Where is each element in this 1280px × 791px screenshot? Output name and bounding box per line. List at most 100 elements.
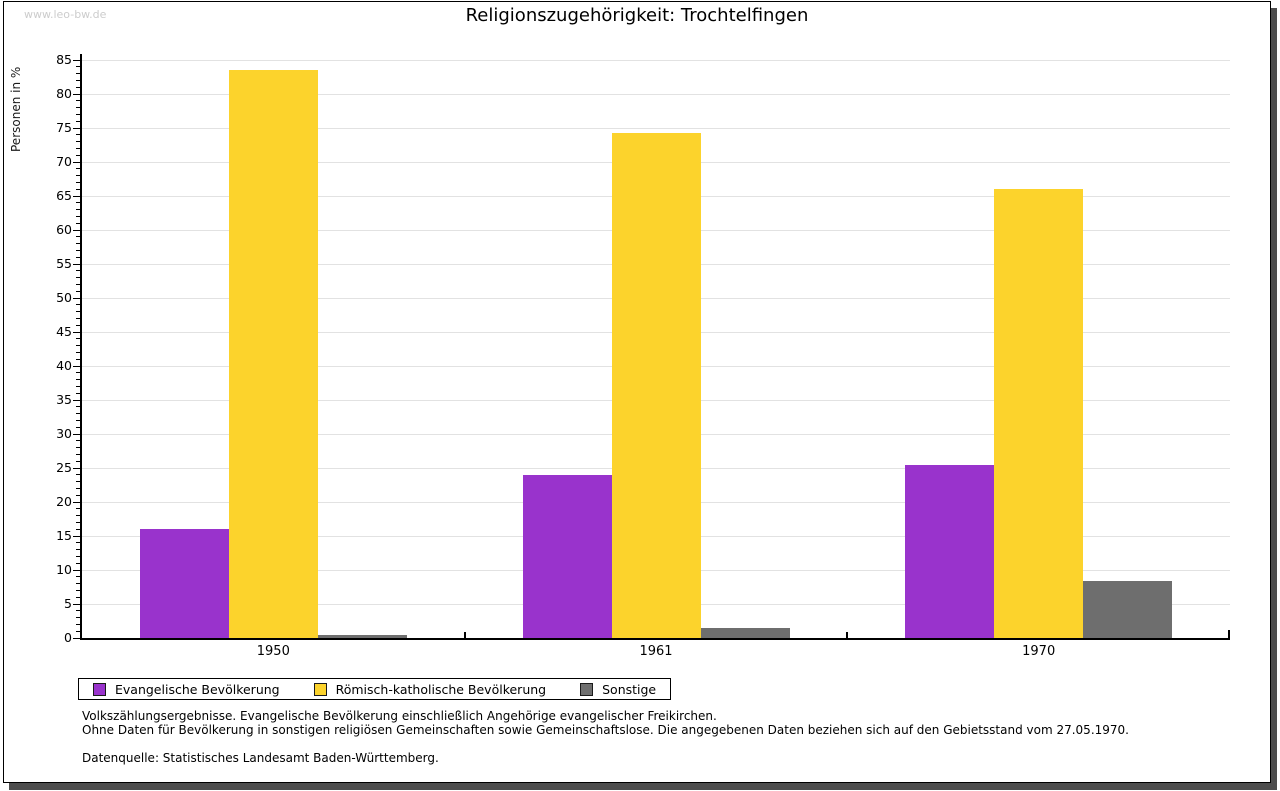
y-minor-tick (76, 426, 80, 428)
y-minor-tick (76, 100, 80, 102)
y-tick-label: 30 (56, 426, 72, 441)
legend-color-swatch (93, 682, 106, 696)
gridline (82, 127, 1230, 129)
y-minor-tick (76, 515, 80, 517)
plot-area: 0 5 10 15 20 25 30 35 40 45 50 55 60 65 70 75 80 85 1950 19… (4, 2, 1270, 782)
x-group-tick (846, 632, 849, 638)
x-tick-label: 1950 (256, 644, 290, 659)
y-minor-tick (76, 589, 80, 591)
y-minor-tick (76, 630, 80, 632)
legend-color-swatch (313, 682, 327, 696)
x-axis-end-tick (1228, 630, 1230, 638)
y-minor-tick (76, 460, 80, 462)
y-minor-tick (76, 283, 80, 285)
y-minor-tick (76, 481, 80, 483)
y-tick-label: 60 (56, 222, 72, 237)
y-major-tick (73, 535, 80, 537)
y-major-tick (73, 93, 80, 95)
y-minor-tick (76, 317, 80, 319)
y-minor-tick (76, 542, 80, 544)
y-minor-tick (76, 175, 80, 177)
legend-item: Evangelische Bevölkerung (93, 682, 280, 697)
y-minor-tick (76, 113, 80, 115)
y-minor-tick (76, 181, 80, 183)
y-minor-tick (76, 549, 80, 551)
y-tick-label: 10 (56, 562, 72, 577)
y-minor-tick (76, 256, 80, 258)
y-minor-tick (76, 345, 80, 347)
y-minor-tick (76, 617, 80, 619)
bar (1083, 580, 1173, 638)
y-major-tick (73, 195, 80, 197)
data-source: Datenquelle: Statistisches Landesamt Bad… (82, 751, 439, 765)
watermark: www.leo-bw.de (24, 8, 107, 21)
bar (522, 474, 612, 638)
y-minor-tick (76, 236, 80, 238)
y-major-tick (73, 365, 80, 367)
y-major-tick (73, 501, 80, 503)
legend-label: Römisch-katholische Bevölkerung (335, 681, 547, 697)
bar (905, 464, 995, 638)
y-tick-label: 70 (56, 154, 72, 169)
y-major-tick (73, 399, 80, 401)
y-minor-tick (76, 406, 80, 408)
y-tick-label: 15 (56, 528, 72, 543)
y-minor-tick (76, 474, 80, 476)
y-minor-tick (76, 576, 80, 578)
x-tick-label: 1970 (1022, 644, 1056, 659)
y-minor-tick (76, 222, 80, 224)
y-tick-label: 45 (56, 324, 72, 339)
y-minor-tick (76, 419, 80, 421)
y-tick-label: 85 (56, 52, 72, 67)
y-minor-tick (76, 215, 80, 217)
y-minor-tick (76, 277, 80, 279)
y-minor-tick (76, 107, 80, 109)
y-tick-label: 5 (64, 596, 72, 611)
y-minor-tick (76, 243, 80, 245)
y-major-tick (73, 637, 80, 639)
y-minor-tick (76, 440, 80, 442)
y-major-tick (73, 229, 80, 231)
y-minor-tick (76, 73, 80, 75)
y-major-tick (73, 297, 80, 299)
bar (700, 627, 790, 638)
y-minor-tick (76, 290, 80, 292)
y-tick-label: 75 (56, 120, 72, 135)
y-major-tick (73, 331, 80, 333)
y-minor-tick (76, 583, 80, 585)
y-minor-tick (76, 324, 80, 326)
y-minor-tick (76, 304, 80, 306)
y-major-tick (73, 263, 80, 265)
y-minor-tick (76, 494, 80, 496)
y-minor-tick (76, 134, 80, 136)
y-tick-label: 25 (56, 460, 72, 475)
y-major-tick (73, 433, 80, 435)
y-tick-label: 50 (56, 290, 72, 305)
y-minor-tick (76, 372, 80, 374)
y-tick-label: 65 (56, 188, 72, 203)
y-minor-tick (76, 413, 80, 415)
legend-color-swatch (580, 682, 594, 696)
x-axis-line (80, 638, 1230, 640)
legend-item: Römisch-katholische Bevölkerung (313, 681, 547, 697)
y-minor-tick (76, 86, 80, 88)
y-minor-tick (76, 141, 80, 143)
y-minor-tick (76, 358, 80, 360)
y-minor-tick (76, 528, 80, 530)
y-minor-tick (76, 447, 80, 449)
x-tick-label: 1961 (639, 644, 673, 659)
y-minor-tick (76, 508, 80, 510)
y-minor-tick (76, 487, 80, 489)
y-minor-tick (76, 385, 80, 387)
y-minor-tick (76, 120, 80, 122)
y-minor-tick (76, 453, 80, 455)
y-minor-tick (76, 154, 80, 156)
y-minor-tick (76, 147, 80, 149)
y-tick-label: 80 (56, 86, 72, 101)
bar (139, 529, 229, 638)
chart-frame: www.leo-bw.de Religionszugehörigkeit: Tr… (3, 1, 1271, 783)
legend-item: Sonstige (580, 682, 656, 697)
bar (611, 132, 701, 638)
y-minor-tick (76, 168, 80, 170)
y-tick-label: 35 (56, 392, 72, 407)
